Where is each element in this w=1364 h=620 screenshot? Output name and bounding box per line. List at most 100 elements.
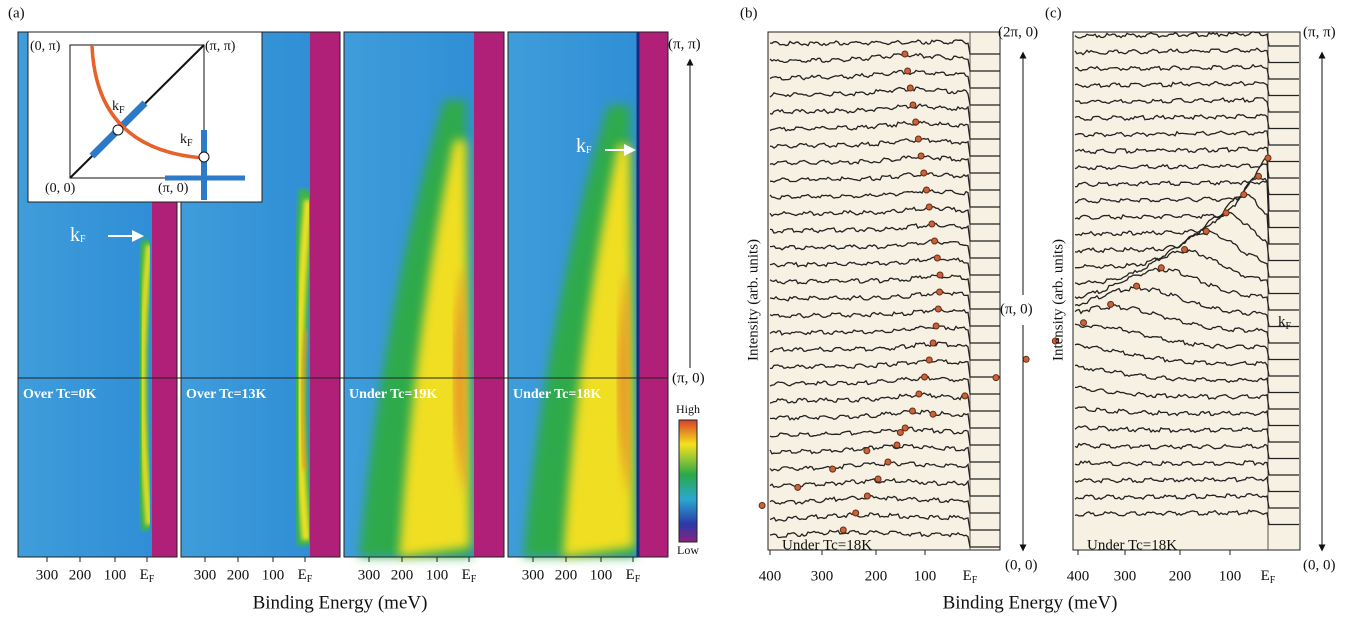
colorbar [678, 419, 698, 543]
k-point-label: (2π, 0) [998, 24, 1038, 40]
peak-marker [908, 407, 916, 415]
peak-marker [863, 492, 871, 500]
kf-label-sub: F [1286, 321, 1292, 332]
map-label: Over Tc=13K [186, 387, 267, 402]
fermi-tick-label: EF [140, 567, 155, 585]
peak-marker [923, 186, 930, 194]
peak-marker [1240, 191, 1248, 199]
peak-marker [1255, 172, 1262, 180]
peak-marker [884, 458, 892, 466]
x-tick-label: 400 [759, 568, 782, 584]
peak-marker [1181, 246, 1189, 253]
edc-curve [769, 86, 1000, 106]
kf-label-main: k [576, 135, 586, 157]
edc-curve [1074, 475, 1299, 493]
peak-marker [936, 271, 944, 279]
fermi-strip [474, 32, 504, 557]
x-tick-label: 100 [426, 567, 449, 583]
edc-curve [769, 324, 1000, 344]
kf-label-sub: F [80, 234, 86, 245]
map-label: Under Tc=19K [349, 387, 437, 402]
map-frame [343, 31, 505, 558]
fermi-tick-label-main: E [626, 567, 635, 583]
edc-curve [1074, 364, 1299, 394]
edc-curve [1074, 157, 1299, 212]
edc-curve [769, 290, 1000, 310]
peak-marker [925, 356, 933, 364]
peak-marker [829, 465, 837, 473]
peak-marker [901, 50, 909, 58]
kf-label-main: k [180, 132, 187, 147]
fermi-tick-label-sub: F [1270, 575, 1276, 586]
edc-curve [1075, 180, 1299, 196]
edc-curve [769, 69, 1000, 89]
x-tick-label: 200 [391, 567, 414, 583]
peak-marker [915, 390, 923, 398]
edc-curve [1074, 343, 1299, 377]
fermi-tick-label-main: E [462, 567, 471, 583]
map [180, 31, 341, 558]
peak-marker [925, 203, 933, 211]
fermi-strip [638, 32, 668, 557]
edc-curve [769, 222, 1000, 242]
edc-curve [769, 120, 1000, 140]
edc-curve [1074, 163, 1299, 179]
edc-curve [1074, 177, 1299, 229]
fermi-tick-label: EF [626, 567, 641, 585]
kf-label-main: k [1278, 314, 1286, 330]
edc-curve [769, 52, 1000, 72]
edc-curve [1074, 493, 1299, 509]
peak-marker [904, 67, 912, 75]
peak-marker [1157, 264, 1165, 272]
kf-label-sub: F [586, 145, 592, 156]
fermi-tick-label-sub: F [972, 575, 978, 586]
kf-label: kF [112, 99, 125, 116]
panel-label: (b) [740, 5, 758, 21]
edc-curve [769, 409, 1000, 429]
peak-marker [874, 475, 882, 483]
kf-point [112, 124, 124, 136]
band-red [453, 270, 466, 497]
peak-marker [929, 410, 937, 418]
colorbar-low: Low [677, 543, 699, 557]
panel-note: Under Tc=18K [1087, 537, 1177, 553]
k-point-label: (0, 0) [1303, 557, 1336, 573]
map [507, 31, 669, 558]
x-axis-label: Binding Energy (meV) [253, 592, 428, 613]
peak-marker [921, 373, 929, 381]
edc-curve [769, 495, 1000, 514]
x-tick-label: 400 [1067, 568, 1090, 584]
edc-curve [769, 443, 1000, 463]
peak-marker [929, 339, 937, 347]
edc-curve [769, 341, 1000, 361]
edc-curve [1074, 459, 1299, 476]
peak-marker [794, 483, 802, 491]
peak-marker [839, 526, 847, 534]
edc-curve [1074, 509, 1299, 526]
band-yellow [399, 140, 470, 557]
k-point-label: (π, 0) [672, 370, 705, 386]
edc-curve [769, 137, 1000, 157]
edc-curve [1074, 193, 1299, 245]
fermi-surface [90, 44, 205, 160]
peak-marker [1022, 355, 1030, 363]
edc-curve [1074, 249, 1299, 295]
k-point-label: (π, π) [668, 36, 701, 52]
x-tick-label: 300 [811, 568, 834, 584]
peak-marker [906, 84, 914, 92]
edc-curve [769, 256, 1000, 276]
fermi-tick-label-main: E [140, 567, 149, 583]
band-yellow [139, 244, 152, 526]
peak-marker [1202, 227, 1210, 235]
peak-marker [893, 441, 901, 449]
inset-axes [69, 44, 205, 179]
edc-curve [1074, 285, 1299, 328]
fermi-tick-label-sub: F [471, 574, 477, 585]
x-tick-label: 100 [1219, 568, 1242, 584]
peak-marker [1080, 319, 1088, 327]
peak-marker [896, 429, 904, 436]
edc-curve [769, 477, 1000, 497]
edc-curve [769, 512, 1000, 531]
k-point-label: (π, 0) [1000, 301, 1033, 317]
inset-corner: (π, 0) [158, 181, 189, 196]
